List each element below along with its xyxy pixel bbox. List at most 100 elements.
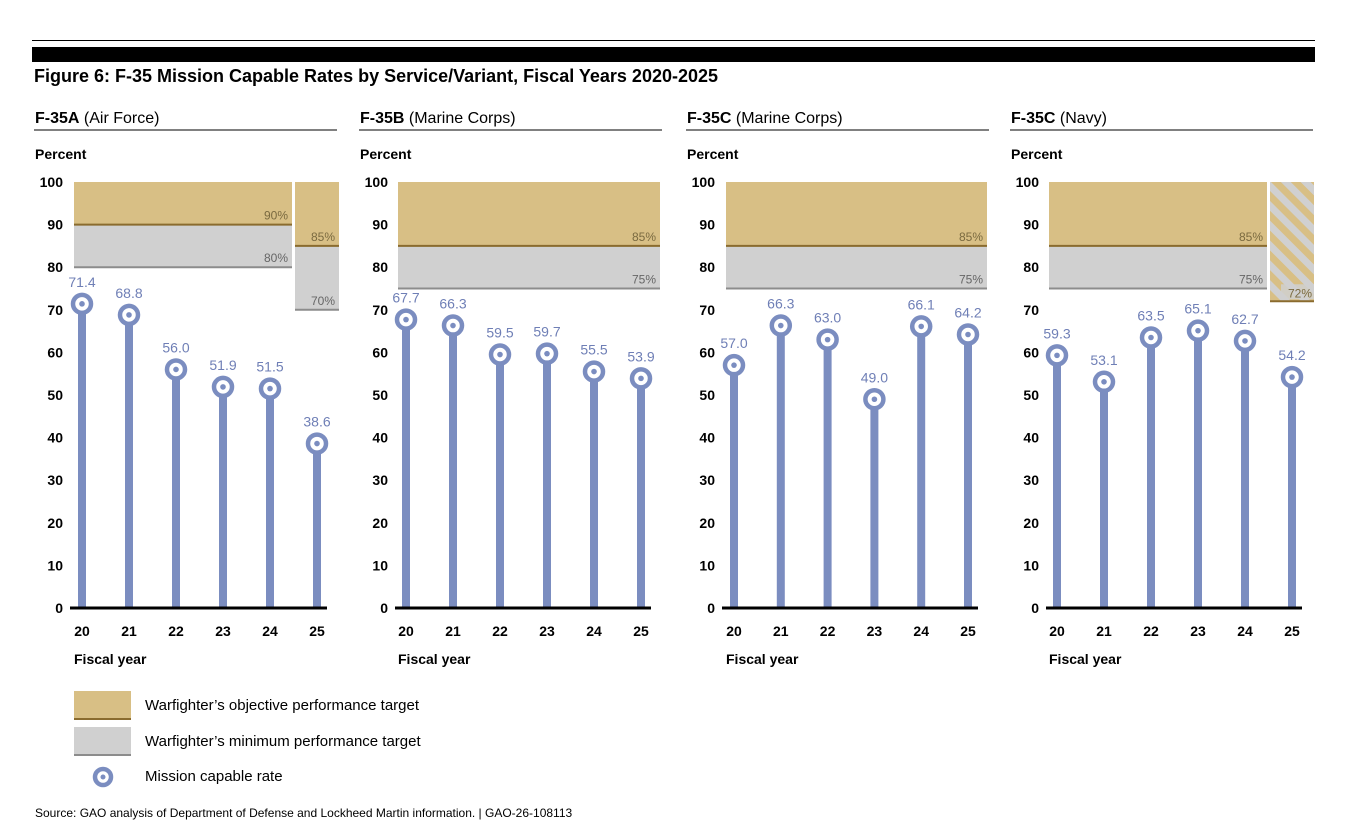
rate-marker-dot-1-4 — [591, 368, 597, 375]
value-label-0-2: 56.0 — [162, 339, 189, 355]
x-tick-label-3-3: 23 — [1190, 623, 1206, 639]
value-label-0-5: 38.6 — [303, 414, 330, 430]
x-axis-label-0: Fiscal year — [74, 651, 147, 667]
y-tick-label-3-8: 80 — [1023, 259, 1039, 275]
y-tick-label-2-3: 30 — [699, 472, 715, 488]
x-tick-label-2-3: 23 — [867, 623, 883, 639]
minimum-band-3-0 — [1049, 245, 1267, 289]
y-tick-label-0-7: 70 — [47, 302, 63, 318]
x-tick-label-0-0: 20 — [74, 623, 90, 639]
x-tick-label-1-2: 22 — [492, 623, 508, 639]
rate-marker-dot-3-3 — [1195, 327, 1201, 334]
legend-objective-label: Warfighter’s objective performance targe… — [145, 697, 420, 714]
minimum-target-label-0-0: 80% — [264, 251, 288, 265]
y-tick-label-2-8: 80 — [699, 259, 715, 275]
rate-marker-dot-1-0 — [403, 316, 409, 323]
x-tick-label-3-5: 25 — [1284, 623, 1300, 639]
value-label-3-0: 59.3 — [1043, 325, 1070, 341]
y-tick-label-2-9: 90 — [699, 217, 715, 233]
minimum-band-1-0 — [398, 245, 660, 289]
x-tick-label-0-4: 24 — [262, 623, 278, 639]
minimum-band-2-0 — [726, 245, 987, 289]
x-tick-label-1-5: 25 — [633, 623, 649, 639]
y-tick-label-2-0: 0 — [707, 600, 715, 616]
value-label-0-1: 68.8 — [115, 285, 142, 301]
y-tick-label-1-8: 80 — [372, 259, 388, 275]
objective-band-2-0 — [726, 182, 987, 246]
y-tick-label-0-10: 100 — [40, 174, 64, 190]
y-tick-label-3-4: 40 — [1023, 430, 1039, 446]
y-tick-label-0-5: 50 — [47, 387, 63, 403]
value-label-0-3: 51.9 — [209, 357, 236, 373]
x-axis-label-2: Fiscal year — [726, 651, 799, 667]
panel-title-1: F-35B (Marine Corps) — [360, 110, 516, 127]
y-axis-label-3: Percent — [1011, 146, 1063, 162]
rate-marker-dot-1-5 — [638, 375, 644, 382]
x-tick-label-0-3: 23 — [215, 623, 231, 639]
value-label-3-4: 62.7 — [1231, 311, 1258, 327]
value-label-3-3: 65.1 — [1184, 301, 1211, 317]
value-label-0-4: 51.5 — [256, 359, 283, 375]
top-rule — [32, 40, 1315, 41]
panel-title-2: F-35C (Marine Corps) — [687, 110, 843, 127]
x-tick-label-0-2: 22 — [168, 623, 184, 639]
x-tick-label-2-4: 24 — [913, 623, 929, 639]
x-tick-label-1-4: 24 — [586, 623, 602, 639]
x-tick-label-3-0: 20 — [1049, 623, 1065, 639]
target-label-bg-3-1 — [1281, 284, 1314, 300]
minimum-target-label-3-0: 75% — [1239, 273, 1263, 287]
rate-marker-dot-2-1 — [778, 322, 784, 329]
y-tick-label-0-6: 60 — [47, 344, 63, 360]
rate-marker-dot-2-3 — [871, 396, 878, 403]
rate-marker-dot-3-1 — [1101, 378, 1107, 385]
y-tick-label-0-1: 10 — [47, 557, 63, 573]
y-tick-label-3-3: 30 — [1023, 472, 1039, 488]
panel-title-3: F-35C (Navy) — [1011, 110, 1107, 127]
y-tick-label-1-9: 90 — [372, 217, 388, 233]
rate-marker-dot-2-0 — [731, 362, 737, 368]
objective-band-1-0 — [398, 182, 660, 246]
x-tick-label-2-5: 25 — [960, 623, 976, 639]
x-tick-label-1-1: 21 — [445, 623, 461, 639]
objective-target-label-0-1: 85% — [311, 230, 335, 244]
objective-band-0-0 — [74, 182, 292, 225]
value-label-3-2: 63.5 — [1137, 307, 1164, 323]
y-tick-label-3-7: 70 — [1023, 302, 1039, 318]
y-tick-label-2-10: 100 — [692, 174, 716, 190]
minimum-band-0-1 — [295, 245, 339, 310]
rate-marker-dot-2-4 — [918, 323, 924, 330]
y-tick-label-0-0: 0 — [55, 600, 63, 616]
y-tick-label-1-10: 100 — [365, 174, 389, 190]
x-tick-label-3-1: 21 — [1096, 623, 1112, 639]
value-label-2-4: 66.1 — [908, 296, 935, 312]
y-axis-label-2: Percent — [687, 146, 739, 162]
y-tick-label-3-9: 90 — [1023, 217, 1039, 233]
rate-marker-dot-1-3 — [544, 350, 550, 357]
y-tick-label-0-4: 40 — [47, 430, 63, 446]
source-note: Source: GAO analysis of Department of De… — [35, 806, 573, 820]
y-tick-label-1-0: 0 — [380, 600, 388, 616]
y-tick-label-0-8: 80 — [47, 259, 63, 275]
value-label-2-0: 57.0 — [720, 335, 747, 351]
y-tick-label-1-7: 70 — [372, 302, 388, 318]
minimum-target-label-0-1: 70% — [311, 294, 335, 308]
y-tick-label-2-7: 70 — [699, 302, 715, 318]
y-tick-label-1-3: 30 — [372, 472, 388, 488]
y-tick-label-2-4: 40 — [699, 430, 715, 446]
minimum-target-label-3-1: 72% — [1288, 286, 1312, 300]
rate-marker-dot-2-2 — [824, 336, 831, 343]
legend-rate-label: Mission capable rate — [145, 768, 283, 785]
y-tick-label-1-2: 20 — [372, 515, 388, 531]
panel-title-0: F-35A (Air Force) — [35, 110, 159, 127]
legend-minimum-swatch — [74, 727, 131, 756]
y-tick-label-3-6: 60 — [1023, 344, 1039, 360]
y-axis-label-1: Percent — [360, 146, 412, 162]
rate-marker-dot-0-0 — [79, 301, 85, 307]
value-label-0-0: 71.4 — [68, 274, 95, 290]
objective-band-3-0 — [1049, 182, 1267, 246]
y-tick-label-1-5: 50 — [372, 387, 388, 403]
x-tick-label-2-2: 22 — [820, 623, 836, 639]
objective-target-label-2-0: 85% — [959, 230, 983, 244]
x-tick-label-3-4: 24 — [1237, 623, 1253, 639]
